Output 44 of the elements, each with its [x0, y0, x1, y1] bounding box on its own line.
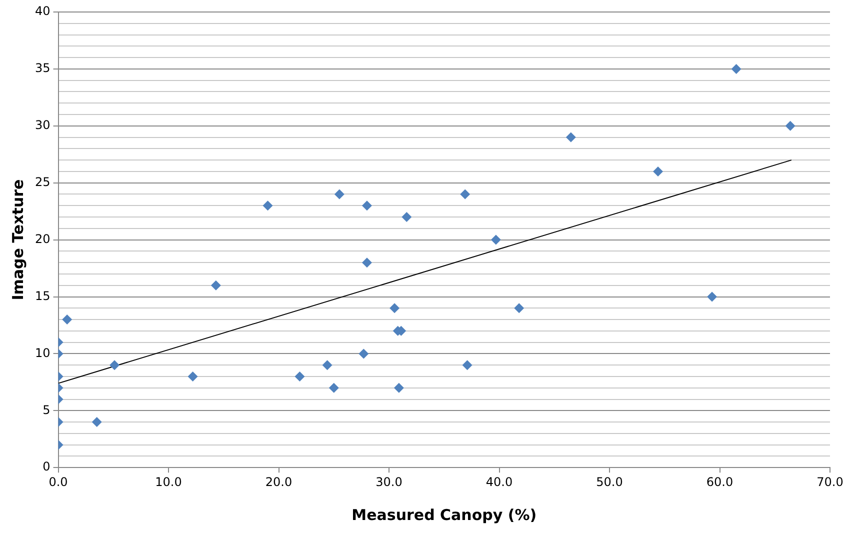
- point: [109, 360, 120, 370]
- point: [334, 189, 344, 200]
- point: [490, 234, 501, 245]
- point: [514, 303, 524, 314]
- point: [731, 64, 742, 74]
- y-tick-label: 40: [34, 4, 50, 18]
- x-tick-label: 50.0: [596, 474, 623, 489]
- y-tick-label: 5: [42, 402, 50, 417]
- point: [462, 360, 472, 370]
- point: [210, 280, 221, 290]
- y-tick-label: 35: [34, 61, 50, 76]
- y-tick-label: 30: [34, 118, 50, 132]
- point: [566, 132, 576, 142]
- x-tick-label: 40.0: [486, 474, 513, 489]
- y-tick-label: 25: [34, 174, 50, 189]
- point: [460, 189, 470, 200]
- point: [358, 348, 369, 359]
- y-axis-title: Image Texture: [8, 179, 27, 300]
- point: [402, 212, 412, 222]
- y-tick-label: 15: [34, 288, 50, 303]
- x-tick-label: 60.0: [706, 474, 734, 489]
- x-axis-title: Measured Canopy (%): [352, 506, 537, 524]
- point: [653, 166, 664, 176]
- x-tick-label: 20.0: [265, 474, 292, 489]
- point: [390, 303, 400, 314]
- x-tick-label: 0.0: [48, 474, 68, 489]
- point: [362, 258, 372, 268]
- point: [785, 120, 796, 131]
- point: [92, 417, 102, 428]
- x-tick-label: 30.0: [376, 474, 402, 489]
- y-tick-label: 0: [42, 460, 50, 474]
- point: [294, 371, 305, 382]
- point: [262, 200, 273, 211]
- x-tick-label: 10.0: [155, 474, 182, 489]
- point: [322, 360, 332, 370]
- y-tick-label: 20: [34, 232, 50, 246]
- point: [328, 382, 339, 393]
- x-tick-label: 70.0: [816, 474, 844, 489]
- point: [62, 314, 72, 325]
- y-tick-label: 10: [34, 346, 50, 360]
- point: [188, 371, 198, 382]
- point: [707, 292, 718, 302]
- point: [362, 200, 372, 211]
- point: [394, 382, 404, 393]
